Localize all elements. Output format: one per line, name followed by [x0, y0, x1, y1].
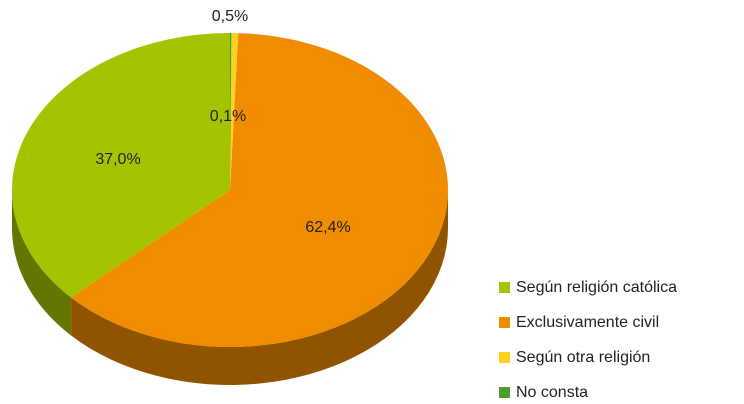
legend-label: Exclusivamente civil [516, 314, 659, 331]
legend-swatch [499, 387, 510, 398]
slice-side [12, 190, 72, 336]
slice [230, 33, 232, 190]
legend-label: Según otra religión [516, 349, 650, 366]
legend-swatch [499, 352, 510, 363]
slice [230, 33, 239, 190]
data-label: 37,0% [95, 151, 140, 168]
legend-label: Según religión católica [516, 279, 677, 296]
data-label: 62,4% [305, 219, 350, 236]
legend-swatch [499, 317, 510, 328]
legend-label: No consta [516, 384, 588, 401]
slice-side [71, 190, 448, 385]
slice [71, 33, 448, 348]
legend-swatch [499, 282, 510, 293]
data-label: 0,1% [210, 108, 246, 125]
slice [11, 33, 230, 298]
data-label: 0,5% [212, 8, 248, 25]
